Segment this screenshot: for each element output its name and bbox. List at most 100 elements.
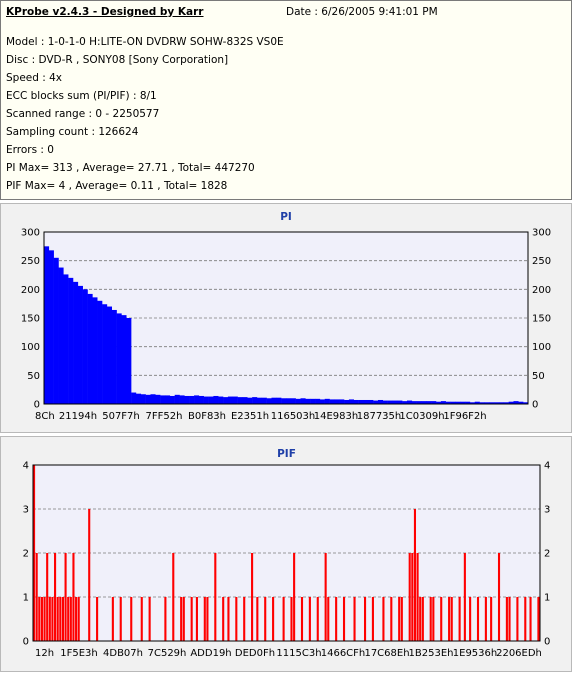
data-bar xyxy=(56,597,59,641)
plot-frame xyxy=(43,231,529,405)
data-bar xyxy=(252,397,258,404)
data-bar xyxy=(227,597,230,641)
data-bar xyxy=(324,398,330,404)
data-bar xyxy=(295,398,301,404)
x-tick-label: DED0Fh xyxy=(235,648,275,659)
data-bar xyxy=(286,398,292,404)
data-bar xyxy=(529,597,532,641)
data-bar xyxy=(348,399,355,404)
x-tick-label: 1F96F2h xyxy=(443,411,486,422)
data-bar xyxy=(223,397,229,404)
data-bar xyxy=(222,597,225,641)
data-bar xyxy=(184,395,190,404)
x-tick-label: 1E9536h xyxy=(453,648,497,659)
y-tick-label-right: 4 xyxy=(544,461,550,472)
data-bar xyxy=(392,400,398,404)
x-tick-label: 14E983h xyxy=(314,411,358,422)
data-bar xyxy=(335,597,338,641)
data-bar xyxy=(469,597,472,641)
data-bar xyxy=(518,401,524,404)
data-bar xyxy=(382,597,385,641)
data-bar xyxy=(489,402,495,404)
data-bar xyxy=(329,399,335,404)
data-bar xyxy=(290,398,296,404)
data-bar xyxy=(436,401,442,404)
app-title: KProbe v2.4.3 - Designed by Karr xyxy=(6,6,204,18)
x-tick-label: 7C529h xyxy=(148,648,187,659)
data-bar xyxy=(382,400,388,404)
data-bar xyxy=(407,400,413,404)
pi-chart: PI 0 0 50 50 100 100 150 150 200 200 250 250 300 300 8C… xyxy=(21,211,551,422)
x-tick-label: 8Ch xyxy=(35,411,55,422)
data-bar xyxy=(353,399,359,404)
data-bar xyxy=(402,401,408,404)
data-bar xyxy=(476,597,480,641)
data-bar xyxy=(508,597,511,641)
y-tick-label-right: 300 xyxy=(532,228,551,239)
x-tick-label: 1B253Eh xyxy=(409,648,454,659)
x-tick-label: 116503h xyxy=(271,411,316,422)
data-bar xyxy=(327,597,330,641)
data-bar xyxy=(413,509,417,641)
y-tick-label-left: 100 xyxy=(21,342,40,353)
data-bar xyxy=(465,401,471,404)
data-bar xyxy=(377,399,384,404)
data-bar xyxy=(342,597,346,641)
y-tick-label-right: 150 xyxy=(532,314,551,325)
scan-date: Date : 6/26/2005 9:41:01 PM xyxy=(286,6,438,18)
x-tick-label: 2206EDh xyxy=(496,648,542,659)
data-bar xyxy=(290,597,293,641)
y-tick-label-left: 0 xyxy=(34,400,40,411)
data-bar xyxy=(69,597,72,641)
x-tick-label: 507F7h xyxy=(102,411,140,422)
data-bar xyxy=(397,400,403,404)
data-bar xyxy=(505,597,508,641)
data-bar xyxy=(180,597,183,641)
data-bar xyxy=(179,395,185,404)
data-bar xyxy=(353,597,356,641)
data-bar xyxy=(363,399,369,404)
data-bar xyxy=(68,277,74,404)
info-ecc-blocks: ECC blocks sum (PI/PIF) : 8/1 xyxy=(6,90,157,102)
y-tick-label-left: 50 xyxy=(27,371,40,382)
data-bar xyxy=(102,304,108,404)
data-bar xyxy=(503,402,509,404)
data-bar xyxy=(431,401,437,404)
x-tick-label: 1C0309h xyxy=(399,411,444,422)
data-bar xyxy=(344,399,350,404)
info-pi-stats: PI Max= 313 , Average= 27.71 , Total= 44… xyxy=(6,162,255,174)
data-bar xyxy=(38,597,41,641)
data-bar xyxy=(419,597,422,641)
data-bar xyxy=(458,597,461,641)
data-bar xyxy=(445,401,451,404)
info-errors: Errors : 0 xyxy=(6,144,54,156)
y-tick-label-right: 250 xyxy=(532,256,551,267)
data-bar xyxy=(479,402,485,404)
data-bar xyxy=(266,398,272,404)
data-bar xyxy=(271,397,277,404)
y-tick-label-left: 0 xyxy=(23,637,29,648)
pi-chart-panel: PI 0 0 50 50 100 100 150 150 200 200 250 250 300 300 8C… xyxy=(0,203,572,433)
data-bar xyxy=(43,597,46,641)
info-disc: Disc : DVD-R , SONY08 [Sony Corporation] xyxy=(6,54,229,66)
data-bar xyxy=(203,597,206,641)
data-bar xyxy=(272,597,275,641)
data-bar xyxy=(165,395,171,404)
data-bar xyxy=(508,401,514,404)
data-bar xyxy=(498,402,505,404)
data-bar xyxy=(523,402,529,404)
data-bar xyxy=(145,394,151,404)
data-bar xyxy=(208,396,214,404)
y-tick-label-left: 3 xyxy=(23,505,29,516)
y-tick-label-right: 3 xyxy=(544,505,550,516)
info-scanned-range: Scanned range : 0 - 2250577 xyxy=(6,108,160,120)
data-bar xyxy=(300,597,304,641)
y-tick-label-right: 1 xyxy=(544,593,550,604)
data-bar xyxy=(363,597,367,641)
data-bar xyxy=(174,394,180,404)
data-bar xyxy=(116,313,122,404)
x-tick-label: 4DB07h xyxy=(103,648,143,659)
data-bar xyxy=(513,401,519,404)
y-tick-label-left: 1 xyxy=(23,593,29,604)
x-tick-label: 12h xyxy=(35,648,54,659)
